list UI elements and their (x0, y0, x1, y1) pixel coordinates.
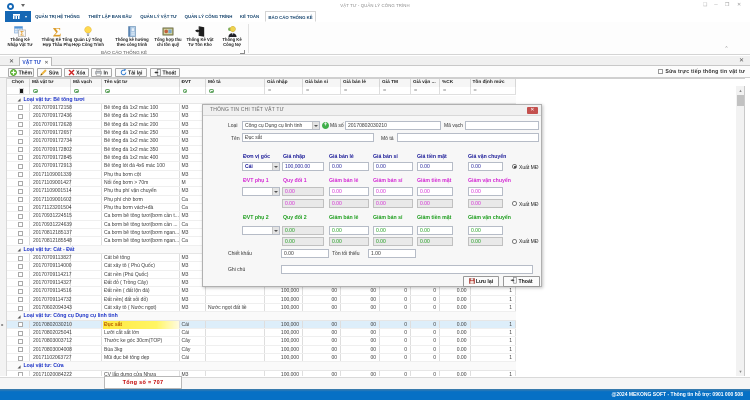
svg-text:Σ: Σ (20, 32, 24, 37)
svg-text:Σ: Σ (53, 26, 62, 37)
